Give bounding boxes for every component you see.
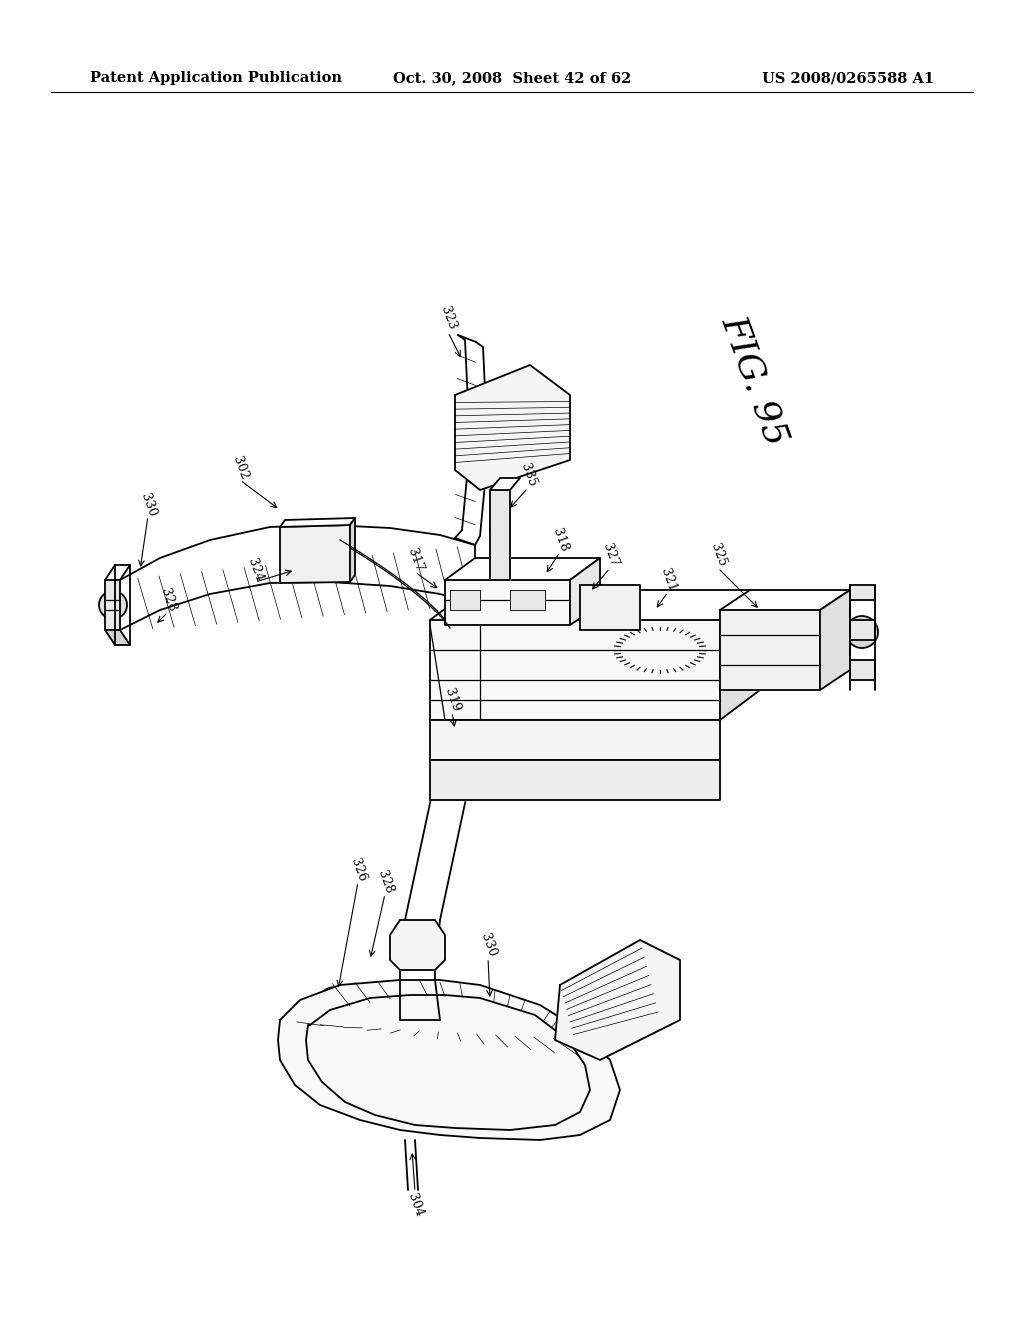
Polygon shape: [280, 517, 355, 527]
Polygon shape: [280, 525, 350, 583]
Polygon shape: [720, 610, 820, 690]
Circle shape: [676, 737, 684, 744]
Text: 324: 324: [245, 557, 265, 583]
Circle shape: [450, 685, 470, 705]
Text: US 2008/0265588 A1: US 2008/0265588 A1: [762, 71, 934, 84]
Circle shape: [540, 595, 550, 605]
Circle shape: [670, 730, 690, 750]
Text: 330: 330: [478, 932, 499, 958]
Text: 328: 328: [375, 869, 395, 895]
Polygon shape: [850, 660, 874, 680]
Circle shape: [590, 597, 610, 616]
Polygon shape: [430, 760, 720, 800]
Circle shape: [456, 737, 464, 744]
Circle shape: [676, 636, 684, 644]
Polygon shape: [490, 478, 520, 490]
Polygon shape: [390, 920, 445, 970]
Circle shape: [490, 520, 510, 540]
Text: 335: 335: [518, 462, 539, 488]
Circle shape: [467, 587, 493, 612]
Polygon shape: [850, 620, 874, 640]
Circle shape: [494, 644, 526, 676]
Text: 319: 319: [441, 686, 462, 713]
Circle shape: [586, 737, 594, 744]
Polygon shape: [570, 558, 600, 624]
Text: 325: 325: [708, 541, 728, 569]
Circle shape: [450, 630, 470, 649]
Polygon shape: [278, 979, 620, 1140]
Polygon shape: [555, 940, 680, 1060]
Polygon shape: [455, 366, 570, 490]
Text: 317: 317: [404, 546, 425, 573]
Circle shape: [610, 597, 630, 616]
Text: 327: 327: [600, 541, 621, 569]
Circle shape: [503, 653, 517, 667]
Text: 328: 328: [158, 586, 178, 614]
Circle shape: [106, 598, 120, 612]
Polygon shape: [490, 490, 510, 579]
Polygon shape: [580, 585, 640, 630]
Polygon shape: [445, 558, 600, 579]
Text: 330: 330: [138, 491, 159, 519]
Polygon shape: [720, 590, 850, 610]
Text: 304: 304: [404, 1192, 425, 1218]
Text: Patent Application Publication: Patent Application Publication: [90, 71, 342, 84]
Text: 321: 321: [657, 566, 678, 594]
Circle shape: [793, 593, 807, 607]
Polygon shape: [430, 620, 720, 719]
Polygon shape: [105, 565, 130, 579]
Polygon shape: [430, 719, 720, 760]
Text: FIG. 95: FIG. 95: [716, 310, 795, 450]
Circle shape: [670, 630, 690, 649]
Circle shape: [475, 595, 485, 605]
Circle shape: [580, 730, 600, 750]
Circle shape: [456, 636, 464, 644]
Circle shape: [498, 422, 522, 447]
Text: 323: 323: [438, 305, 458, 331]
Polygon shape: [350, 517, 355, 582]
Text: 302: 302: [229, 454, 250, 482]
Circle shape: [450, 730, 470, 750]
Polygon shape: [720, 590, 760, 719]
Circle shape: [676, 690, 684, 700]
Polygon shape: [450, 590, 480, 610]
Text: Oct. 30, 2008  Sheet 42 of 62: Oct. 30, 2008 Sheet 42 of 62: [393, 71, 631, 84]
Circle shape: [728, 593, 742, 607]
Polygon shape: [820, 590, 850, 690]
Circle shape: [670, 685, 690, 705]
Circle shape: [99, 591, 127, 619]
Polygon shape: [430, 590, 760, 620]
Circle shape: [532, 587, 558, 612]
Polygon shape: [105, 630, 130, 645]
Circle shape: [846, 616, 878, 648]
Circle shape: [317, 987, 353, 1023]
Polygon shape: [105, 579, 120, 630]
Circle shape: [456, 690, 464, 700]
Polygon shape: [510, 590, 545, 610]
Polygon shape: [445, 579, 570, 624]
Text: 318: 318: [550, 527, 570, 553]
Circle shape: [327, 997, 343, 1012]
Text: 326: 326: [348, 857, 369, 883]
Circle shape: [645, 635, 675, 665]
Circle shape: [793, 668, 807, 682]
Polygon shape: [850, 585, 874, 601]
Circle shape: [728, 668, 742, 682]
